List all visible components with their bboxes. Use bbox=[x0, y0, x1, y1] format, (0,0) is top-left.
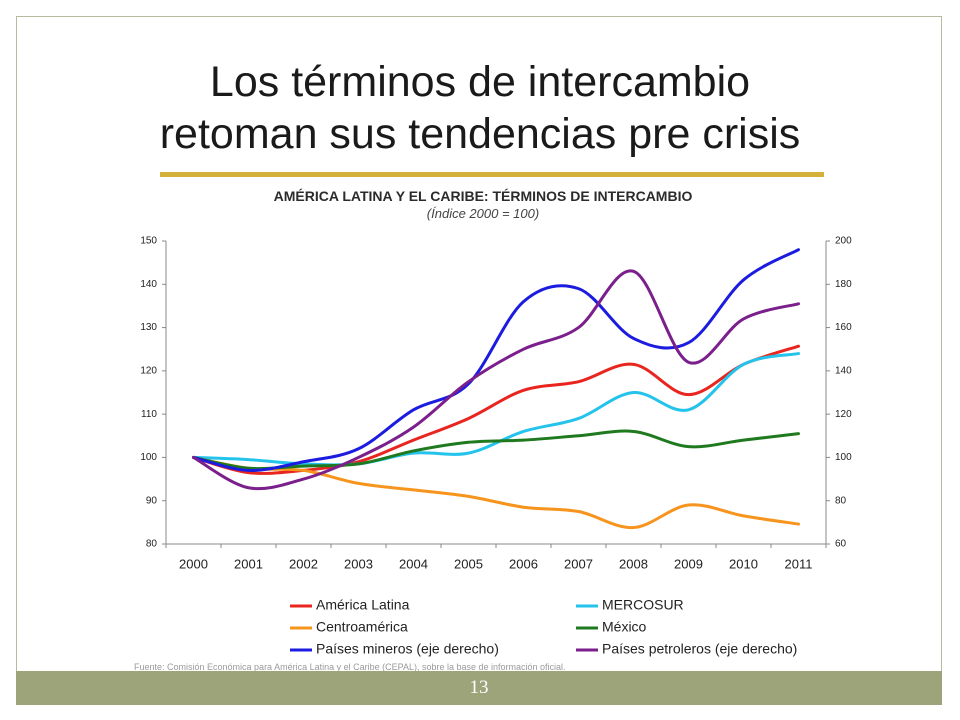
series-line-5 bbox=[192, 269, 800, 491]
y-left-tick-label: 110 bbox=[141, 409, 157, 420]
legend-label-5: Países petroleros (eje derecho) bbox=[602, 641, 797, 657]
x-tick-label: 2006 bbox=[509, 556, 538, 571]
slide-frame bbox=[16, 16, 942, 704]
title-underline-rule bbox=[160, 172, 824, 177]
legend-label-1: MERCOSUR bbox=[602, 597, 684, 613]
y-right-tick-label: 200 bbox=[835, 236, 852, 247]
y-left-tick-label: 120 bbox=[140, 365, 157, 376]
series-line-4 bbox=[192, 248, 800, 472]
legend-label-3: México bbox=[602, 619, 647, 635]
x-tick-label: 2008 bbox=[619, 556, 648, 571]
x-tick-label: 2007 bbox=[564, 556, 593, 571]
x-tick-label: 2003 bbox=[344, 556, 373, 571]
x-tick-label: 2002 bbox=[289, 556, 318, 571]
y-left-tick-label: 100 bbox=[140, 452, 157, 463]
slide-title-line-1: Los términos de intercambio bbox=[209, 58, 751, 106]
x-tick-label: 2009 bbox=[674, 556, 703, 571]
y-left-tick-label: 140 bbox=[140, 279, 157, 290]
x-tick-label: 2004 bbox=[399, 556, 428, 571]
x-tick-label: 2005 bbox=[454, 556, 483, 571]
chart-title: AMÉRICA LATINA Y EL CARIBE: TÉRMINOS DE … bbox=[273, 188, 693, 204]
slide-title-line-2: retoman sus tendencias pre crisis bbox=[159, 110, 801, 158]
page-number: 13 bbox=[469, 677, 489, 698]
y-left-tick-label: 150 bbox=[140, 236, 157, 247]
y-right-tick-label: 100 bbox=[835, 452, 852, 463]
y-left-tick-label: 90 bbox=[146, 495, 158, 506]
series-line-2 bbox=[192, 455, 800, 530]
slide-title: Los términos de intercambio retoman sus … bbox=[0, 56, 960, 160]
legend-label-0: América Latina bbox=[316, 597, 410, 613]
chart-subtitle: (Índice 2000 = 100) bbox=[426, 206, 540, 221]
x-tick-label: 2011 bbox=[785, 556, 813, 571]
y-left-tick-label: 80 bbox=[146, 539, 158, 550]
series-line-3 bbox=[192, 429, 800, 471]
x-tick-label: 2000 bbox=[179, 556, 208, 571]
legend-label-4: Países mineros (eje derecho) bbox=[316, 641, 499, 657]
y-right-tick-label: 140 bbox=[835, 365, 852, 376]
legend-label-2: Centroamérica bbox=[316, 619, 408, 635]
series-line-1 bbox=[192, 352, 800, 467]
x-tick-label: 2010 bbox=[729, 556, 758, 571]
footer-bar: 13 bbox=[16, 671, 942, 705]
y-left-tick-label: 130 bbox=[140, 322, 157, 333]
source-note: Fuente: Comisión Económica para América … bbox=[134, 662, 566, 672]
y-right-tick-label: 180 bbox=[835, 279, 852, 290]
y-right-tick-label: 60 bbox=[835, 539, 847, 550]
y-right-tick-label: 160 bbox=[835, 322, 852, 333]
y-right-tick-label: 120 bbox=[835, 409, 852, 420]
y-right-tick-label: 80 bbox=[835, 495, 847, 506]
x-tick-label: 2001 bbox=[234, 556, 263, 571]
